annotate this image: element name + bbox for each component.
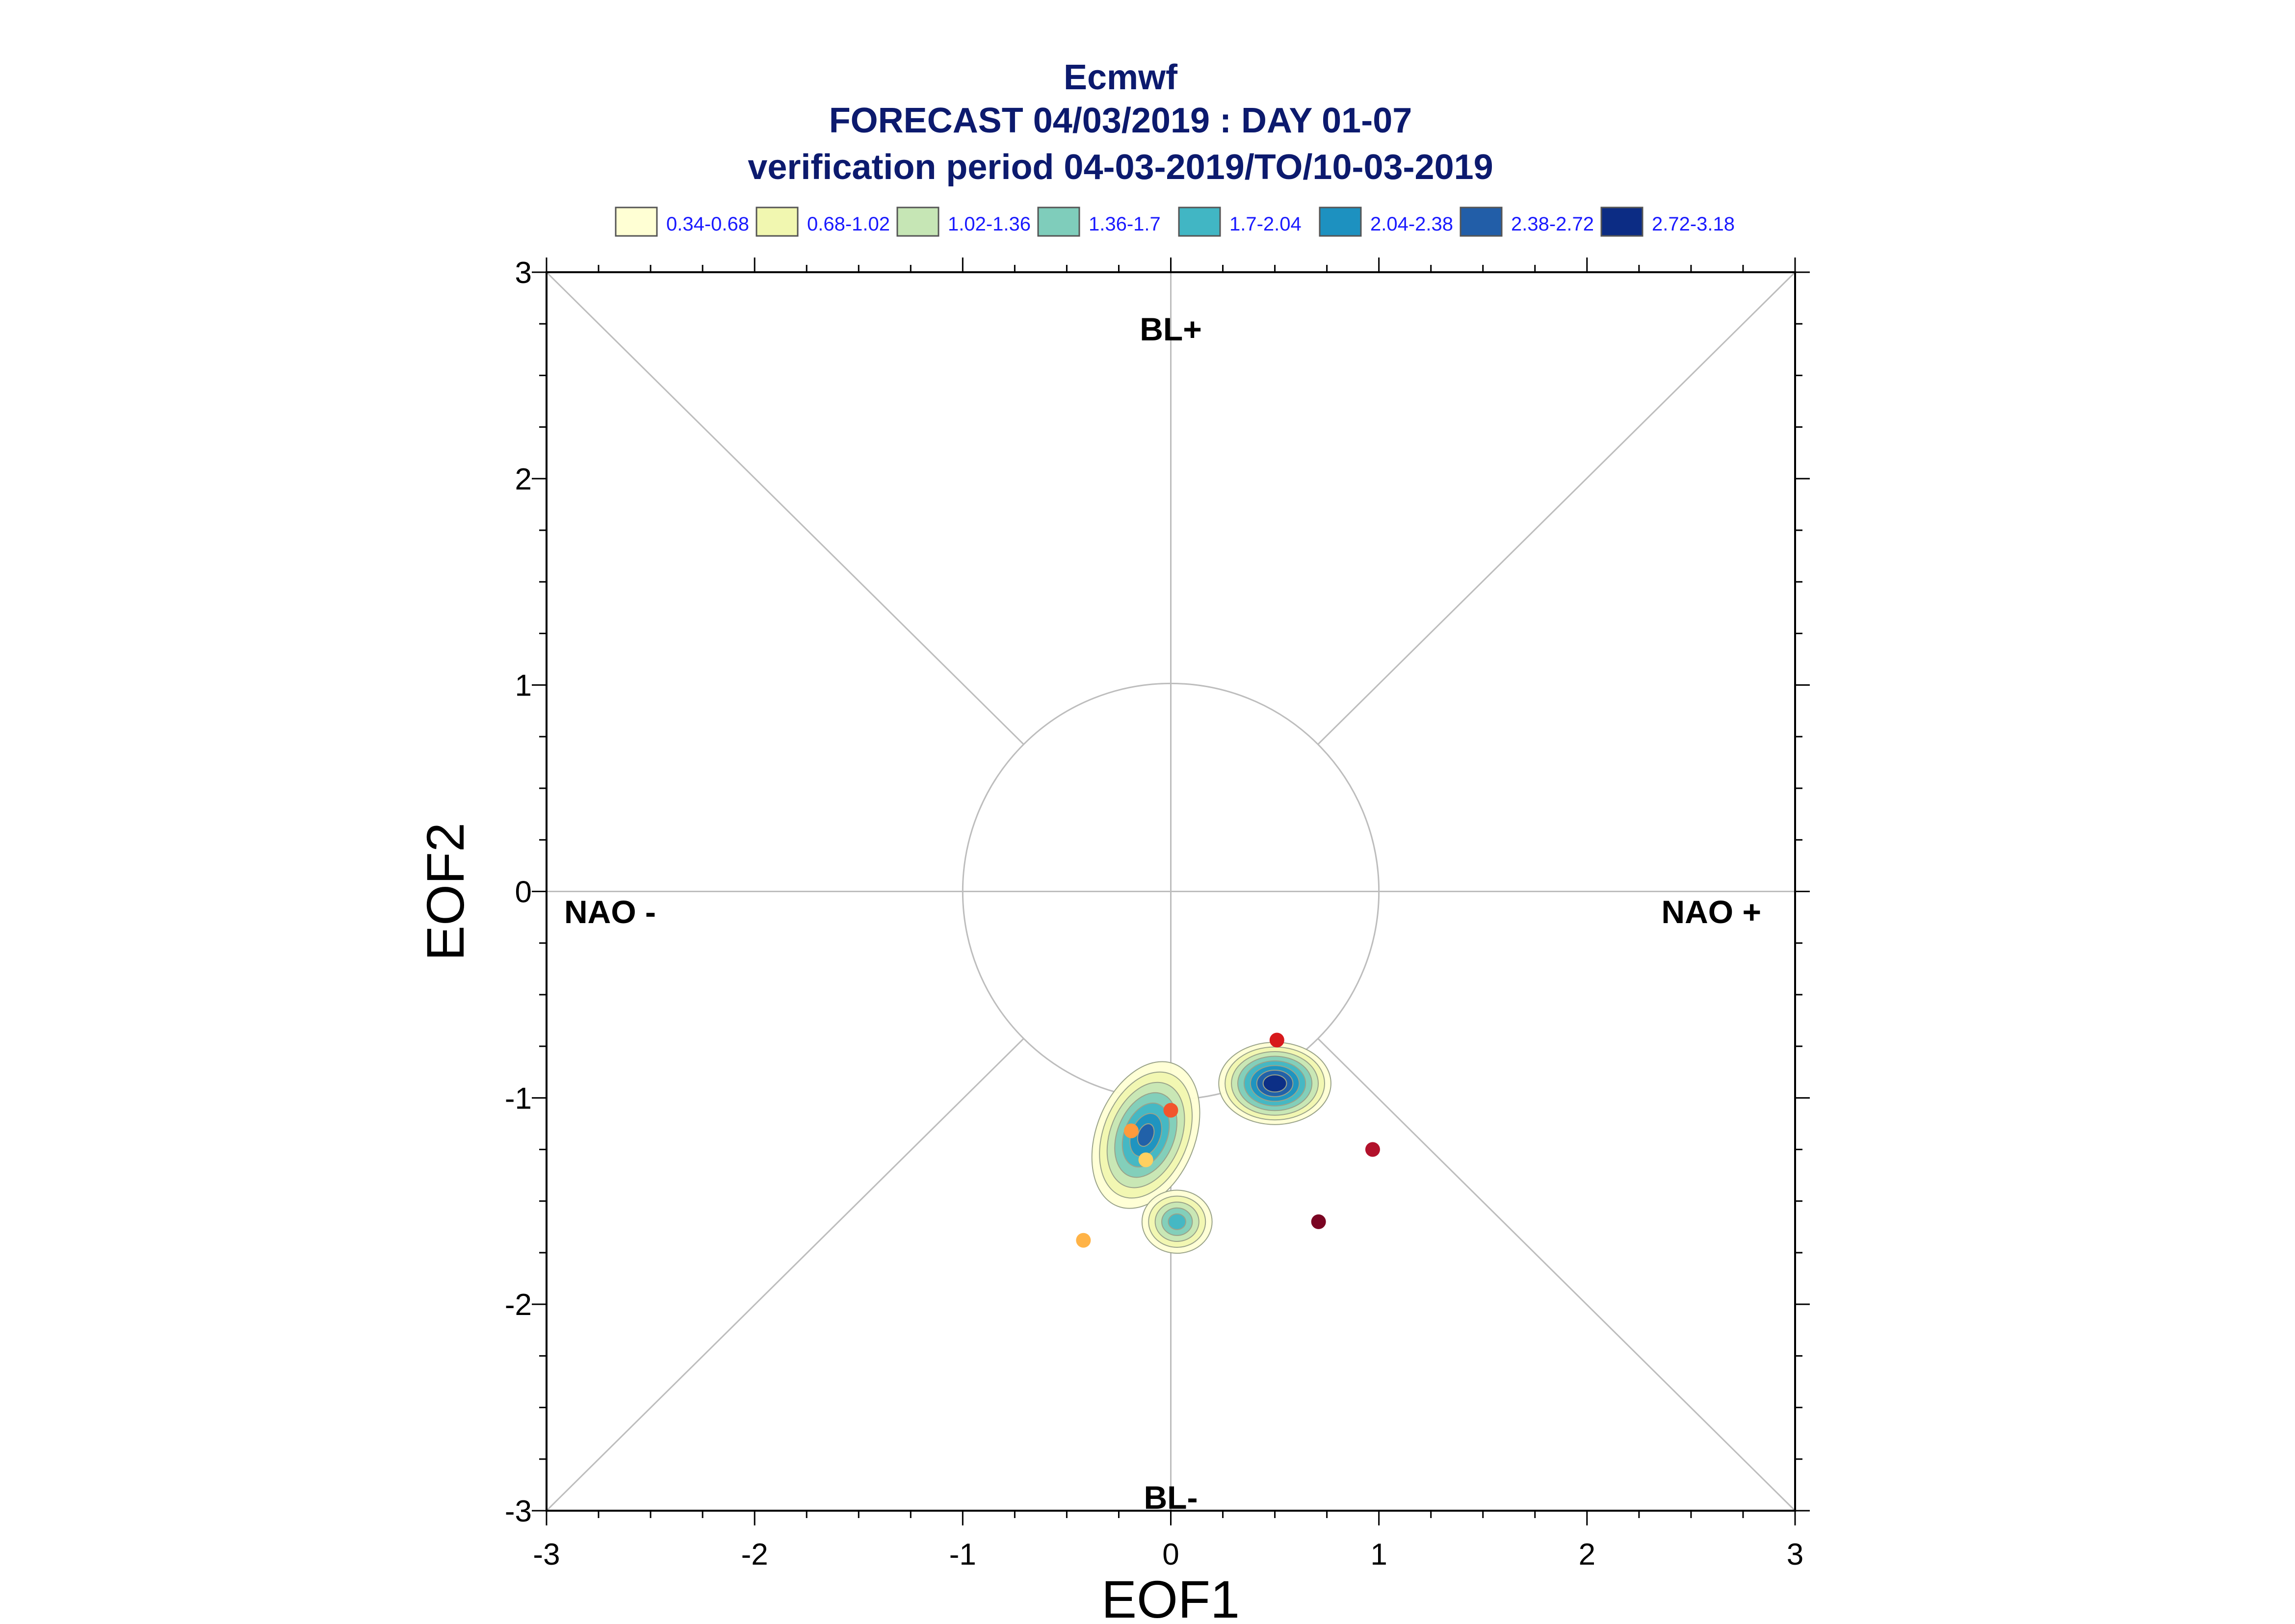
data-point bbox=[1123, 1123, 1139, 1138]
y-tick-label: 2 bbox=[515, 463, 532, 496]
legend-label: 0.68-1.02 bbox=[807, 213, 890, 235]
legend-swatch bbox=[896, 206, 939, 237]
data-point bbox=[1163, 1103, 1178, 1118]
density-contour bbox=[1168, 1213, 1186, 1230]
x-tick-label: 3 bbox=[1787, 1538, 1803, 1572]
chart-subtitle: FORECAST 04/03/2019 : DAY 01-07 bbox=[829, 101, 1412, 140]
chart-subtitle-verification: verification period 04-03-2019/TO/10-03-… bbox=[748, 148, 1493, 187]
y-tick-label: 0 bbox=[515, 876, 532, 909]
data-point bbox=[1311, 1214, 1326, 1229]
legend-swatch bbox=[1178, 206, 1221, 237]
x-tick-label: -2 bbox=[741, 1538, 768, 1572]
guide-lines bbox=[546, 271, 1796, 1512]
data-point bbox=[1076, 1233, 1091, 1248]
legend-swatch bbox=[1600, 206, 1643, 237]
data-point bbox=[1365, 1142, 1380, 1157]
x-axis-label: EOF1 bbox=[1101, 1570, 1240, 1624]
y-tick-label: 3 bbox=[515, 256, 532, 290]
y-tick-label: -3 bbox=[505, 1495, 532, 1528]
y-tick-label: -2 bbox=[505, 1288, 532, 1322]
legend-label: 1.02-1.36 bbox=[948, 213, 1031, 235]
region-label-right: NAO + bbox=[1661, 894, 1761, 930]
y-tick-label: 1 bbox=[515, 669, 532, 703]
legend-swatch bbox=[615, 206, 658, 237]
region-label-top: BL+ bbox=[1140, 311, 1202, 347]
legend-swatch bbox=[1319, 206, 1362, 237]
legend-label: 0.34-0.68 bbox=[666, 213, 749, 235]
legend-label: 1.36-1.7 bbox=[1089, 213, 1161, 235]
diagonal-guide bbox=[546, 271, 1024, 745]
x-tick-label: -1 bbox=[949, 1538, 976, 1572]
legend-swatch bbox=[1037, 206, 1080, 237]
density-contour bbox=[1262, 1074, 1287, 1093]
legend-label: 1.7-2.04 bbox=[1229, 213, 1302, 235]
density-contour bbox=[1137, 1123, 1155, 1147]
x-tick-label: -3 bbox=[533, 1538, 560, 1572]
legend: 0.34-0.68 0.68-1.02 1.02-1.36 1.36-1.7 1.7-2… bbox=[615, 206, 1735, 237]
ensemble-points bbox=[1076, 1032, 1380, 1248]
x-tick-label: 2 bbox=[1579, 1538, 1595, 1572]
region-label-left: NAO - bbox=[564, 894, 656, 930]
diagonal-guide bbox=[546, 1038, 1024, 1512]
x-tick-label: 1 bbox=[1370, 1538, 1387, 1572]
region-label-bottom: BL- bbox=[1144, 1479, 1198, 1516]
density-contours bbox=[1091, 1042, 1331, 1254]
x-tick-label: 0 bbox=[1162, 1538, 1179, 1572]
diagonal-guide bbox=[1317, 271, 1796, 745]
legend-swatch bbox=[1460, 206, 1503, 237]
legend-label: 2.72-3.18 bbox=[1652, 213, 1735, 235]
data-point bbox=[1138, 1152, 1153, 1167]
y-axis-label: EOF2 bbox=[416, 823, 475, 961]
chart-title: Ecmwf bbox=[1064, 58, 1178, 97]
y-tick-label: -1 bbox=[505, 1082, 532, 1115]
plot-area: -3 -2 -1 0 1 2 3 -3 -2 -1 0 1 2 3 BL+ BL- NAO - NAO + bbox=[505, 256, 1810, 1572]
diagonal-guide bbox=[1317, 1038, 1796, 1512]
region-labels: BL+ BL- NAO - NAO + bbox=[564, 311, 1761, 1516]
legend-label: 2.04-2.38 bbox=[1370, 213, 1453, 235]
legend-label: 2.38-2.72 bbox=[1511, 213, 1594, 235]
data-point bbox=[1269, 1032, 1284, 1048]
axis-ticks: -3 -2 -1 0 1 2 3 -3 -2 -1 0 1 2 3 bbox=[505, 256, 1810, 1572]
legend-swatch bbox=[756, 206, 799, 237]
